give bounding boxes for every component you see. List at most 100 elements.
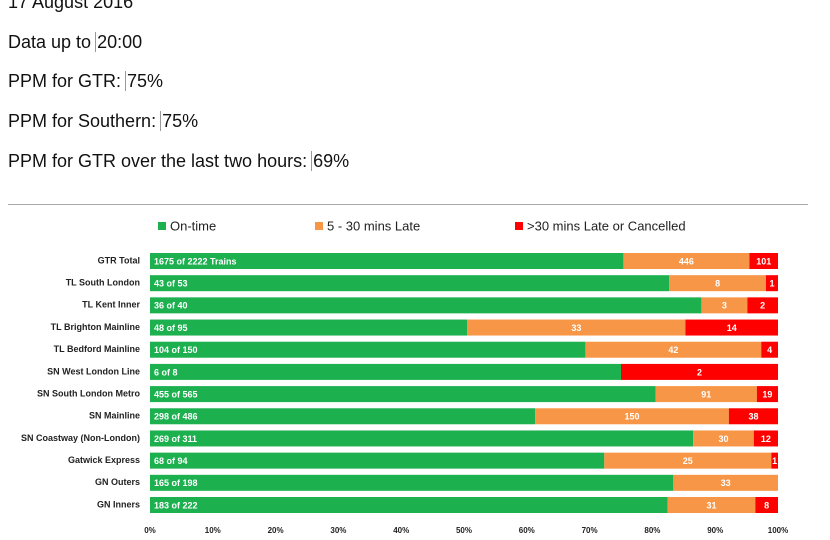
bar-segment [693,430,754,447]
bar-segment [747,297,778,314]
divider [8,204,808,205]
info-label: PPM for Southern: [8,111,157,131]
bar-segment [669,275,766,292]
info-line: PPM for GTR: 75% [8,71,164,92]
bar-segment [771,452,778,469]
data-label: 269 of 311 [154,434,197,444]
x-tick-label: 10% [205,526,221,535]
date: 17 August 2016 [8,0,134,12]
category-label: TL South London [66,278,140,288]
bar-segment [623,253,750,269]
bar-segment [150,363,621,380]
bar-segment [655,386,757,403]
data-label: 33 [571,323,581,333]
data-label: 104 of 150 [154,345,198,355]
data-label: 25 [683,456,693,466]
bar-segment [761,341,778,358]
info-label: PPM for GTR: [8,71,122,91]
info-line: PPM for GTR over the last two hours: 69% [8,151,350,172]
bar-segment [150,253,624,269]
bar-segment [755,497,778,513]
category-label: GN Outers [95,477,140,487]
legend-label: >30 mins Late or Cancelled [527,218,686,233]
x-tick-label: 100% [768,526,788,535]
data-label: 1 [772,456,777,466]
bar-segment [150,474,674,491]
info-label: PPM for GTR over the last two hours: [8,151,308,171]
bar-segment [701,297,748,314]
info-line: PPM for Southern: 75% [8,111,199,132]
legend-label: On-time [170,218,216,233]
bar-segment [150,319,468,336]
info-label: Data up to [8,32,92,52]
category-label: GN Inners [97,499,140,509]
data-label: 165 of 198 [154,478,198,488]
data-label: 1675 of 2222 Trains [154,256,237,266]
bar-segment [585,341,762,358]
data-label: 1 [769,279,774,289]
data-label: 19 [762,389,772,399]
bar-segment [150,497,668,513]
bar-segment [673,474,778,491]
data-label: 150 [624,412,639,422]
info-value: 20:00 [95,32,143,52]
bar-segment [150,297,702,314]
data-label: 31 [707,500,717,510]
bar-segment [765,275,778,292]
x-tick-label: 30% [330,526,346,535]
x-tick-label: 20% [268,526,284,535]
bar-segment [756,386,778,403]
bar-segment [150,452,605,469]
x-tick-label: 0% [144,526,156,535]
data-label: 42 [668,345,678,355]
x-tick-label: 60% [519,526,535,535]
data-label: 183 of 222 [154,500,198,510]
data-label: 2 [760,301,765,311]
data-label: 91 [701,389,711,399]
info-value: 75% [125,71,164,91]
legend-swatch [315,222,323,230]
bar-segment [535,408,729,425]
data-label: 4 [767,345,772,355]
data-label: 43 of 53 [154,279,188,289]
x-tick-label: 90% [707,526,723,535]
info-line: Data up to 20:00 [8,32,143,53]
bar-segment [150,430,694,447]
data-label: 33 [721,478,731,488]
category-label: Gatwick Express [68,455,140,465]
category-label: SN West London Line [47,366,140,376]
data-label: 6 of 8 [154,367,178,377]
bar-segment [150,408,536,425]
category-label: TL Kent Inner [82,300,140,310]
bar-segment [728,408,778,425]
data-label: 455 of 565 [154,389,198,399]
bar-segment [150,341,586,358]
bar-segment [753,430,778,447]
category-label: GTR Total [98,255,140,265]
data-label: 3 [722,301,727,311]
category-label: TL Brighton Mainline [51,322,140,332]
data-label: 12 [761,434,771,444]
data-label: 298 of 486 [154,412,198,422]
data-label: 48 of 95 [154,323,188,333]
bar-segment [604,452,772,469]
legend-swatch [158,222,166,230]
x-tick-label: 80% [644,526,660,535]
category-label: SN South London Metro [37,388,140,398]
data-label: 36 of 40 [154,301,188,311]
bar-segment [150,275,670,292]
data-label: 68 of 94 [154,456,188,466]
bar-segment [150,386,656,403]
bar-segment [467,319,686,336]
bar-segment [685,319,778,336]
data-label: 14 [727,323,737,333]
category-label: SN Mainline [89,411,140,421]
data-label: 8 [764,500,769,510]
data-label: 101 [756,256,771,266]
data-label: 8 [715,279,720,289]
x-tick-label: 40% [393,526,409,535]
bar-segment [667,497,756,513]
data-label: 446 [679,256,694,266]
